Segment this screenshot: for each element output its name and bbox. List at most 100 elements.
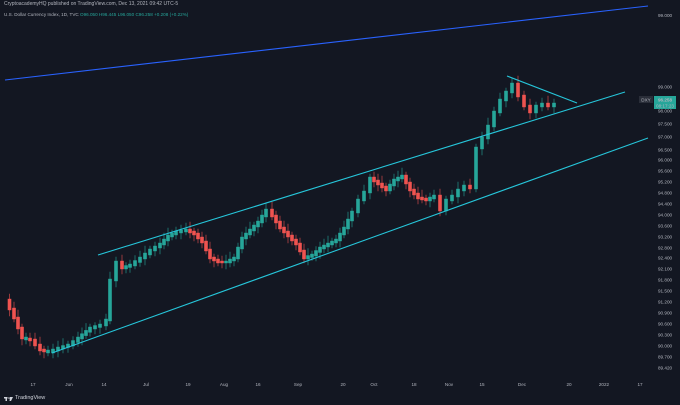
candle bbox=[188, 221, 192, 239]
pennant-upper-line[interactable] bbox=[506, 75, 578, 104]
open-value: O96.050 bbox=[80, 12, 98, 17]
countdown-text: 08:17:23 bbox=[656, 103, 674, 108]
candle bbox=[498, 92, 502, 117]
candle bbox=[20, 323, 24, 346]
candle bbox=[290, 231, 294, 246]
candle bbox=[24, 332, 28, 345]
publisher-text: CryptoacademyHQ published on TradingView… bbox=[4, 1, 179, 7]
candle bbox=[384, 182, 388, 197]
tradingview-logo-icon bbox=[4, 396, 13, 401]
candle bbox=[158, 237, 162, 255]
candle bbox=[220, 255, 224, 269]
candle bbox=[274, 210, 278, 230]
candle bbox=[510, 77, 514, 99]
upper-channel-line[interactable] bbox=[97, 91, 626, 256]
low-value: L96.050 bbox=[117, 12, 135, 17]
x-tick-label: 2022 bbox=[599, 382, 610, 387]
candle bbox=[76, 331, 80, 347]
x-tick-label: Jul bbox=[143, 382, 149, 387]
candle bbox=[166, 227, 170, 247]
candle bbox=[204, 234, 208, 255]
candle bbox=[338, 227, 342, 248]
candle bbox=[240, 231, 244, 254]
y-tick-label: 90.600 bbox=[658, 322, 672, 327]
candle bbox=[408, 177, 412, 198]
candle bbox=[528, 98, 532, 120]
candle bbox=[248, 221, 252, 239]
candle bbox=[71, 336, 75, 350]
candle bbox=[420, 189, 424, 204]
candle bbox=[192, 227, 196, 242]
candle bbox=[84, 323, 88, 339]
y-tick-label: 92.800 bbox=[658, 246, 672, 251]
candle bbox=[133, 255, 137, 270]
candle bbox=[424, 194, 428, 206]
candle bbox=[306, 248, 310, 266]
last-price-text: 96.258 bbox=[658, 98, 672, 103]
candle bbox=[200, 231, 204, 249]
candle bbox=[236, 242, 240, 263]
symbol-legend[interactable]: U.S. Dollar Currency Index, 1D, TVC O96.… bbox=[4, 11, 188, 19]
candle bbox=[46, 345, 50, 357]
candle bbox=[362, 184, 366, 205]
high-value: H96.445 bbox=[98, 12, 117, 17]
candle bbox=[492, 106, 496, 132]
candle bbox=[12, 301, 16, 323]
x-tick-label: 18 bbox=[411, 382, 417, 387]
x-tick-label: 14 bbox=[101, 382, 107, 387]
candle bbox=[224, 254, 228, 270]
candle bbox=[302, 243, 306, 264]
y-tick-label: 98.000 bbox=[658, 109, 672, 114]
candle bbox=[148, 245, 152, 259]
candle bbox=[388, 179, 392, 195]
candle bbox=[56, 340, 60, 358]
candle bbox=[143, 245, 147, 266]
symbol-tag-box bbox=[639, 96, 653, 103]
candle bbox=[38, 336, 42, 356]
candle bbox=[432, 189, 436, 203]
x-tick-label: 17 bbox=[30, 382, 36, 387]
footer-brand[interactable]: TradingView bbox=[4, 394, 45, 403]
candle bbox=[462, 180, 466, 197]
candle bbox=[98, 319, 102, 334]
candle bbox=[88, 323, 92, 337]
candle bbox=[540, 97, 544, 112]
candle bbox=[342, 220, 346, 239]
price-axis: 89.420 89.700 90.000 90.300 90.600 90.900 91.2… bbox=[658, 13, 672, 371]
y-tick-label: 92.400 bbox=[658, 256, 672, 261]
y-tick-label: 95.200 bbox=[658, 180, 672, 185]
candle bbox=[346, 211, 350, 235]
candle bbox=[61, 338, 65, 354]
x-tick-label: 16 bbox=[255, 382, 261, 387]
candle bbox=[170, 229, 174, 241]
candle bbox=[212, 253, 216, 268]
y-tick-label: 91.500 bbox=[658, 289, 672, 294]
candle bbox=[104, 313, 108, 331]
candle bbox=[474, 143, 478, 193]
candle bbox=[376, 173, 380, 192]
close-value: C96.258 bbox=[135, 12, 153, 17]
candle bbox=[216, 254, 220, 267]
candle bbox=[153, 241, 157, 257]
candle bbox=[108, 271, 112, 325]
lower-channel-line[interactable] bbox=[51, 137, 649, 354]
candle bbox=[534, 101, 538, 119]
candle bbox=[314, 246, 318, 262]
candle bbox=[546, 95, 550, 111]
candle bbox=[120, 254, 124, 275]
candle bbox=[416, 186, 420, 205]
y-tick-label: 89.420 bbox=[658, 366, 672, 371]
long-term-trendline[interactable] bbox=[4, 5, 649, 81]
candle bbox=[298, 237, 302, 256]
candle bbox=[179, 224, 183, 240]
candle bbox=[350, 207, 354, 228]
y-tick-label: 96.500 bbox=[658, 148, 672, 153]
y-tick-label: 99.000 bbox=[658, 13, 672, 18]
candle bbox=[16, 309, 20, 335]
candle bbox=[244, 226, 248, 246]
candle bbox=[294, 234, 298, 251]
x-tick-label: Oct bbox=[370, 382, 378, 387]
candle bbox=[28, 332, 32, 347]
candle bbox=[264, 202, 268, 223]
